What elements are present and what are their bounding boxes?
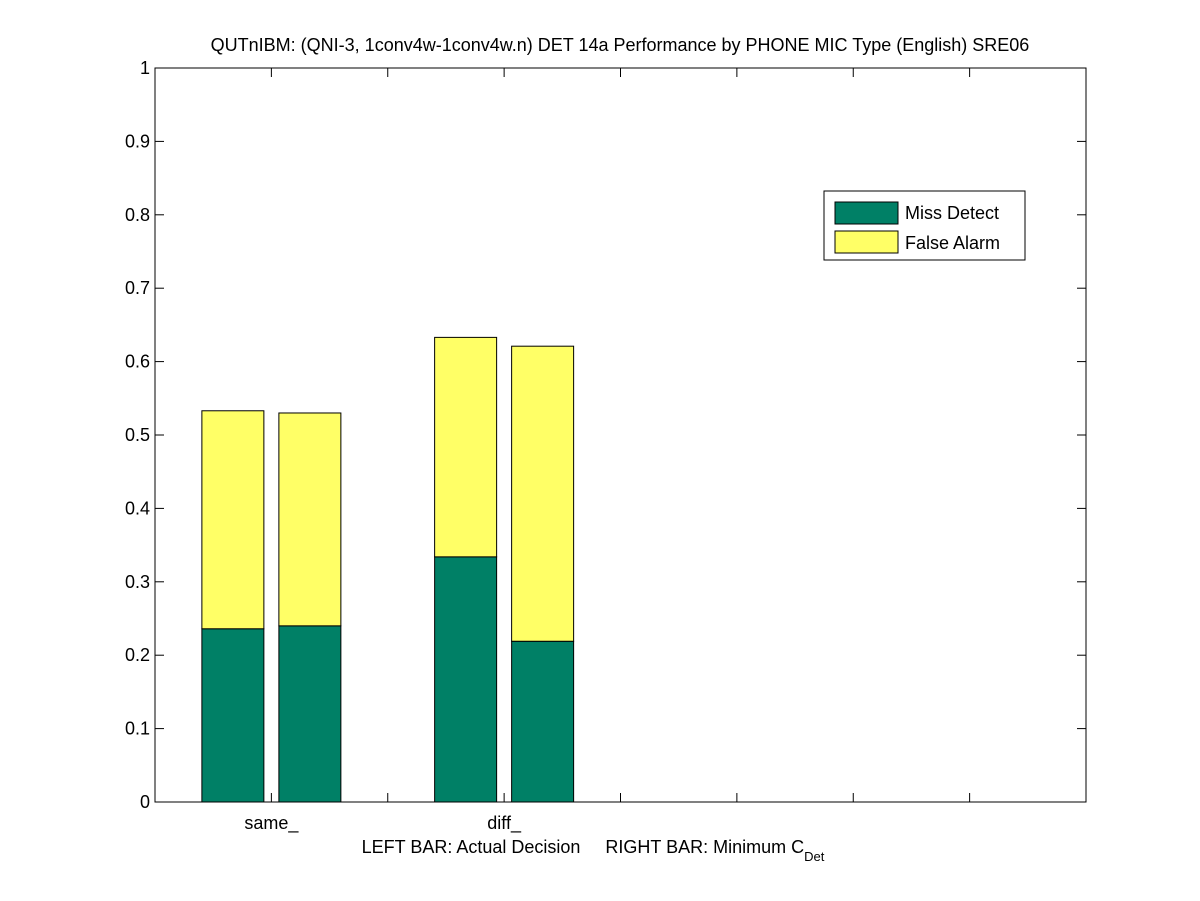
y-tick-label: 0.8 <box>125 205 150 225</box>
y-tick-label: 0.2 <box>125 645 150 665</box>
legend-swatch-miss-detect <box>834 201 899 225</box>
bar-false-alarm-same-right <box>278 412 342 627</box>
y-tick-label: 0.1 <box>125 719 150 739</box>
y-tick-label: 0.7 <box>125 278 150 298</box>
legend-label-false-alarm: False Alarm <box>905 233 1000 253</box>
legend-swatch-false-alarm <box>834 230 899 254</box>
bar-miss-detect-diff-left <box>434 556 498 803</box>
chart-title: QUTnIBM: (QNI-3, 1conv4w-1conv4w.n) DET … <box>211 35 1030 55</box>
bar-false-alarm-same-left <box>201 410 265 630</box>
bars-layer <box>201 336 575 803</box>
legend: Miss Detect False Alarm <box>823 190 1026 261</box>
bar-miss-detect-same-right <box>278 625 342 803</box>
y-tick-label: 0.4 <box>125 498 150 518</box>
x-category-label: diff_ <box>487 813 522 834</box>
bar-miss-detect-same-left <box>201 628 265 803</box>
y-tick-label: 0.9 <box>125 131 150 151</box>
x-axis-label-main: LEFT BAR: Actual Decision RIGHT BAR: Min… <box>362 837 804 857</box>
x-axis-label-subscript: Det <box>804 849 825 864</box>
bar-false-alarm-diff-left <box>434 336 498 558</box>
axes-layer: 0 0.1 0.2 0.3 0.4 0.5 0.6 0.7 0.8 0.9 1 same_ diff_ <box>125 58 1087 834</box>
y-tick-label: 0.5 <box>125 425 150 445</box>
y-tick-label: 0.3 <box>125 572 150 592</box>
bar-false-alarm-diff-right <box>511 345 575 642</box>
x-category-label: same_ <box>244 813 299 834</box>
bar-miss-detect-diff-right <box>511 640 575 803</box>
y-tick-label: 0 <box>140 792 150 812</box>
y-tick-label: 1 <box>140 58 150 78</box>
legend-label-miss-detect: Miss Detect <box>905 203 999 223</box>
x-axis-label: LEFT BAR: Actual Decision RIGHT BAR: Min… <box>362 837 825 864</box>
y-tick-label: 0.6 <box>125 352 150 372</box>
